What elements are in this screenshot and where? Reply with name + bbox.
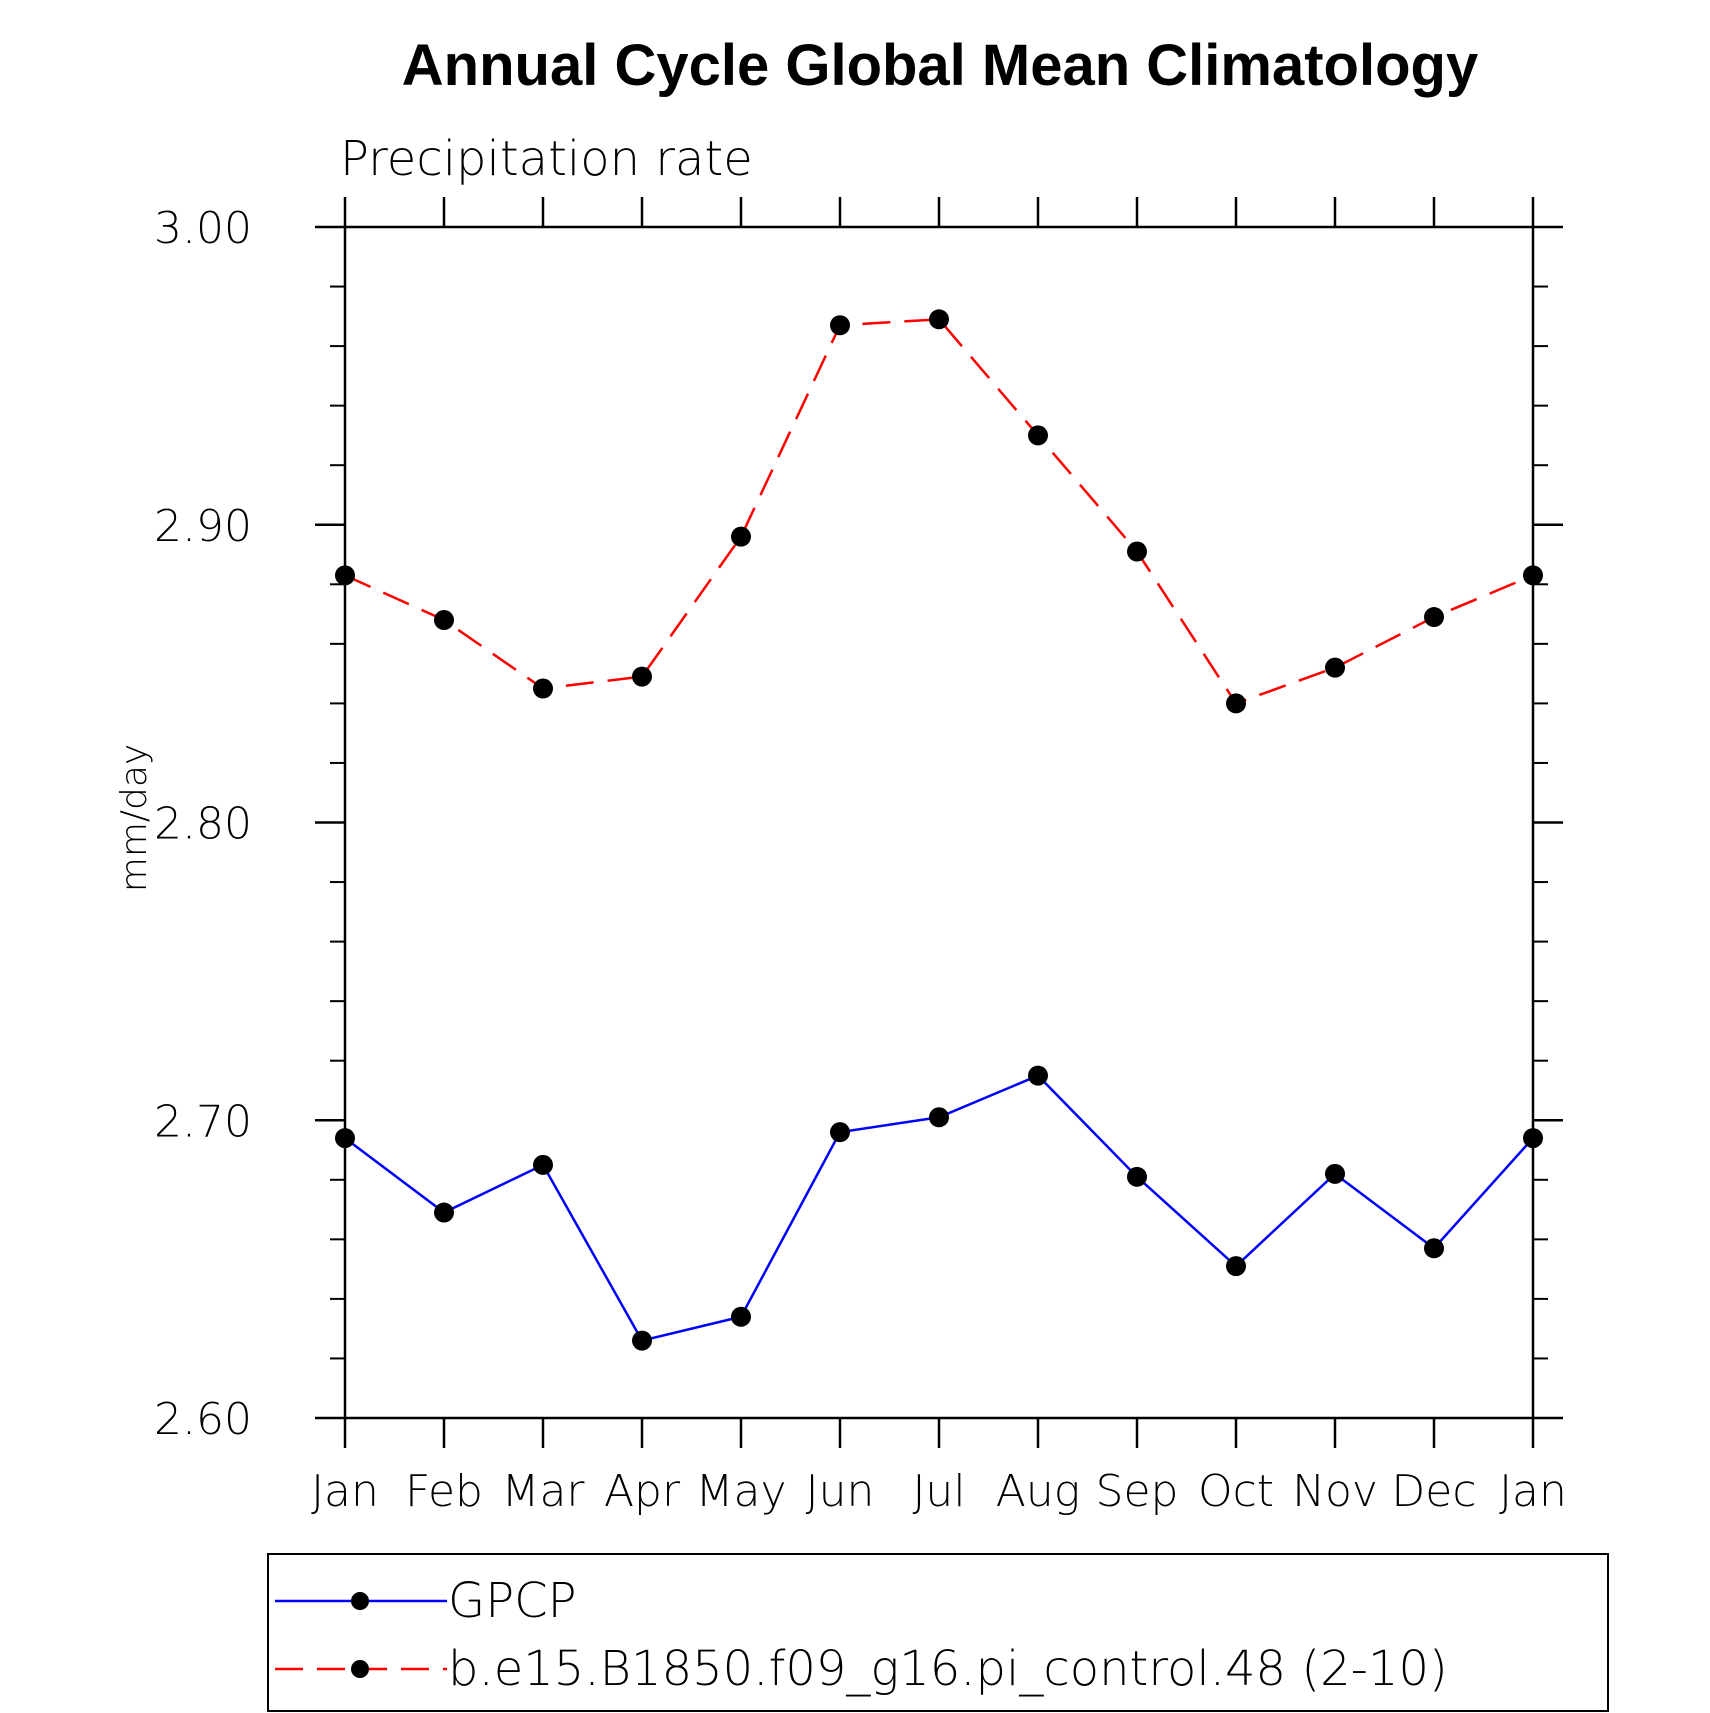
series-line-1 <box>344 318 1534 705</box>
x-tick-label: May <box>696 1466 787 1517</box>
x-tick-label: Jul <box>912 1466 965 1517</box>
x-tick-label: Nov <box>1292 1466 1378 1517</box>
y-tick-label: 3.00 <box>154 203 252 254</box>
chart-subtitle: Precipitation rate <box>340 131 753 187</box>
plot-area: 2.60 2.70 2.80 2.90 3.00 Jan Feb Mar Apr May Jun Ju… <box>154 197 1567 1517</box>
legend-box <box>267 1553 1609 1712</box>
x-tick-label: Jun <box>806 1466 875 1517</box>
x-tick-label: Apr <box>604 1466 681 1517</box>
y-axis-label: mm/day <box>114 744 155 892</box>
data-point-series-0 <box>335 1128 355 1149</box>
data-point-series-0 <box>1523 1128 1543 1149</box>
x-tick-label: Dec <box>1391 1466 1476 1517</box>
x-tick-label: Sep <box>1096 1466 1179 1517</box>
data-point-series-0 <box>1028 1065 1048 1086</box>
data-point-series-0 <box>1325 1163 1345 1184</box>
legend-marker-model <box>351 1660 369 1678</box>
data-point-series-1 <box>533 678 553 699</box>
chart-title: Annual Cycle Global Mean Climatology <box>402 33 1478 98</box>
plot-frame <box>343 225 1535 1420</box>
data-point-series-0 <box>929 1107 949 1128</box>
data-point-series-1 <box>335 565 355 586</box>
data-point-series-0 <box>632 1330 652 1351</box>
data-point-series-0 <box>434 1202 454 1223</box>
data-point-series-1 <box>434 610 454 631</box>
y-tick-label: 2.80 <box>154 799 252 850</box>
legend-label-model: b.e15.B1850.f09_g16.pi_control.48 (2-10) <box>448 1641 1448 1697</box>
data-point-series-0 <box>1127 1166 1147 1187</box>
data-point-series-1 <box>1028 425 1048 446</box>
legend: GPCP b.e15.B1850.f09_g16.pi_control.48 (… <box>267 1553 1609 1712</box>
data-point-series-0 <box>533 1154 553 1175</box>
legend-label-gpcp: GPCP <box>448 1573 577 1629</box>
data-point-series-1 <box>830 315 850 336</box>
x-tick-label: Jan <box>311 1466 379 1517</box>
y-tick-label: 2.70 <box>154 1096 252 1147</box>
data-point-series-1 <box>929 309 949 330</box>
data-point-series-0 <box>1424 1238 1444 1259</box>
x-tick-label: Jan <box>1499 1466 1567 1517</box>
data-point-series-0 <box>731 1306 751 1327</box>
y-tick-label: 2.90 <box>154 501 252 552</box>
data-point-series-1 <box>731 526 751 547</box>
x-tick-label: Mar <box>501 1466 585 1517</box>
data-point-series-1 <box>1523 565 1543 586</box>
x-tick-label: Aug <box>996 1466 1080 1517</box>
data-point-series-1 <box>1325 657 1345 678</box>
data-point-series-1 <box>1424 607 1444 628</box>
data-point-series-0 <box>830 1122 850 1143</box>
y-tick-label: 2.60 <box>154 1394 252 1445</box>
x-tick-label: Feb <box>405 1466 483 1517</box>
data-point-series-0 <box>1226 1256 1246 1277</box>
data-point-series-1 <box>632 666 652 687</box>
legend-marker-gpcp <box>351 1592 369 1610</box>
x-tick-label: Oct <box>1198 1466 1274 1517</box>
data-point-series-1 <box>1127 541 1147 562</box>
data-point-series-1 <box>1226 693 1246 714</box>
